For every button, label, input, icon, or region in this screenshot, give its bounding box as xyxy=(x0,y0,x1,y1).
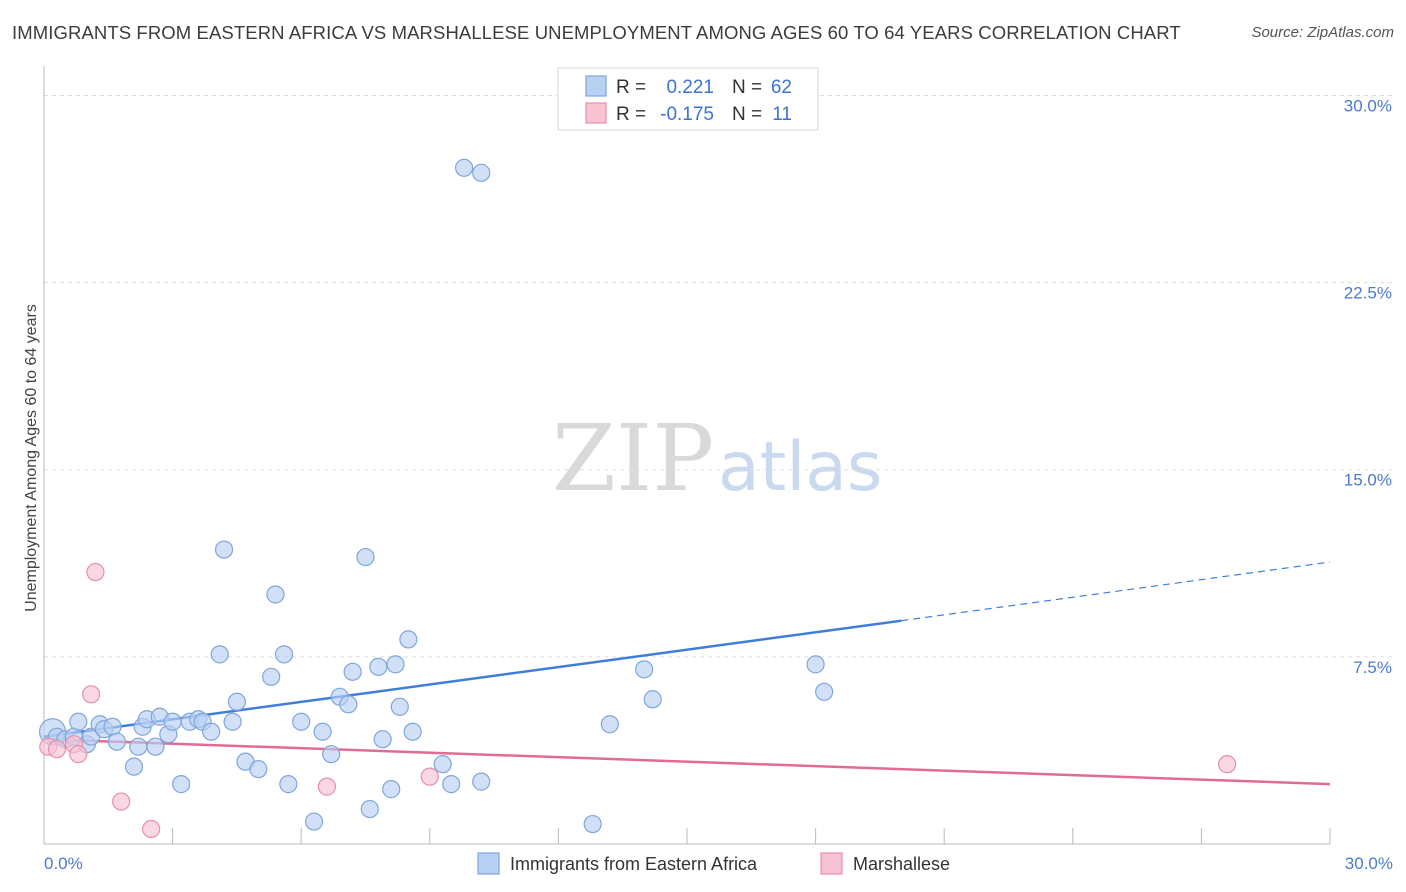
y-axis-label: Unemployment Among Ages 60 to 64 years xyxy=(23,304,40,612)
legend-swatch-pink xyxy=(585,102,607,124)
data-point-pink xyxy=(142,819,161,839)
data-point-blue xyxy=(369,657,388,676)
data-point-blue xyxy=(373,730,392,749)
x-tick-label: 30.0% xyxy=(1345,854,1393,873)
y-tick-labels: 7.5% 15.0% 22.5% 30.0% xyxy=(1344,96,1392,676)
watermark-atlas: atlas xyxy=(718,428,882,507)
data-point-blue xyxy=(210,645,229,664)
data-point-pink xyxy=(112,792,131,811)
data-point-blue xyxy=(214,540,234,559)
data-point-blue xyxy=(390,697,409,716)
legend-n-label-2: N = xyxy=(732,104,762,125)
data-point-blue xyxy=(249,760,268,779)
data-point-pink xyxy=(317,777,337,796)
data-point-blue xyxy=(442,775,461,794)
legend-r-label-2: R = xyxy=(616,104,646,125)
legend-r-label-1: R = xyxy=(616,77,646,98)
bottom-legend-label-pink: Marshallese xyxy=(853,854,950,874)
data-point-blue xyxy=(202,722,221,741)
data-point-blue xyxy=(129,737,148,756)
bottom-legend-swatch-pink xyxy=(820,852,843,875)
legend-n-value-2: 11 xyxy=(772,104,792,125)
axes xyxy=(43,66,1331,845)
legend-r-value-1: 0.221 xyxy=(666,77,714,98)
data-point-blue xyxy=(69,712,88,731)
data-point-blue xyxy=(313,722,332,741)
data-point-pink xyxy=(420,767,439,786)
data-point-pink xyxy=(82,685,101,704)
data-point-blue xyxy=(360,799,379,819)
data-point-blue xyxy=(386,655,405,674)
data-point-blue xyxy=(172,775,191,794)
data-point-blue xyxy=(600,715,619,734)
series-legend: Immigrants from Eastern Africa Marshalle… xyxy=(477,852,950,875)
legend-swatch-blue xyxy=(585,75,607,97)
data-point-blue xyxy=(399,630,418,649)
data-point-blue xyxy=(292,712,311,731)
data-point-blue xyxy=(304,812,324,831)
y-tick-label: 22.5% xyxy=(1344,284,1392,303)
data-point-blue xyxy=(403,722,422,741)
data-point-pink xyxy=(86,562,105,582)
bottom-legend-label-blue: Immigrants from Eastern Africa xyxy=(510,854,758,874)
y-tick-label: 30.0% xyxy=(1344,96,1392,115)
data-point-blue xyxy=(322,745,341,764)
data-point-blue xyxy=(103,717,122,736)
data-point-blue xyxy=(806,655,825,674)
data-point-blue xyxy=(583,814,602,834)
data-points xyxy=(38,158,1237,839)
gridlines xyxy=(44,94,1392,658)
chart-title: IMMIGRANTS FROM EASTERN AFRICA VS MARSHA… xyxy=(12,22,1181,43)
data-point-blue xyxy=(262,667,281,686)
bottom-legend-swatch-blue xyxy=(477,852,500,875)
data-point-blue xyxy=(643,690,662,709)
x-tick-labels: 0.0% 30.0% xyxy=(44,854,1393,873)
data-point-blue xyxy=(227,692,246,711)
data-point-blue xyxy=(472,772,491,791)
watermark-zip: ZIP xyxy=(552,405,714,512)
legend-r-value-2: -0.175 xyxy=(660,104,714,125)
data-point-blue xyxy=(343,662,362,681)
y-tick-label: 15.0% xyxy=(1344,471,1392,490)
x-tick-label: 0.0% xyxy=(44,854,83,873)
trend-line-blue-projection xyxy=(901,561,1331,622)
correlation-legend: R = 0.221 N = 62 R = -0.175 N = 11 xyxy=(557,67,819,131)
data-point-blue xyxy=(279,775,298,794)
legend-n-label-1: N = xyxy=(732,77,762,98)
data-point-pink xyxy=(69,745,88,764)
source-credit: Source: ZipAtlas.com xyxy=(1251,24,1394,41)
data-point-blue xyxy=(356,547,375,567)
data-point-blue xyxy=(163,712,182,731)
legend-n-value-1: 62 xyxy=(771,77,792,98)
data-point-blue xyxy=(124,757,144,776)
data-point-blue xyxy=(454,158,474,177)
data-point-blue xyxy=(266,585,285,604)
y-tick-label: 7.5% xyxy=(1353,658,1392,677)
data-point-blue xyxy=(223,712,242,731)
data-point-pink xyxy=(47,740,66,759)
data-point-blue xyxy=(339,695,358,714)
data-point-blue xyxy=(815,682,834,701)
data-point-blue xyxy=(472,163,491,182)
data-point-blue xyxy=(382,780,401,799)
trend-lines xyxy=(43,561,1331,786)
data-point-blue xyxy=(146,737,165,756)
data-point-blue xyxy=(274,645,294,664)
data-point-blue xyxy=(433,755,452,774)
trend-line-pink xyxy=(43,737,1331,786)
data-point-pink xyxy=(1218,755,1237,774)
data-point-blue xyxy=(635,660,654,679)
data-point-blue xyxy=(107,732,126,751)
